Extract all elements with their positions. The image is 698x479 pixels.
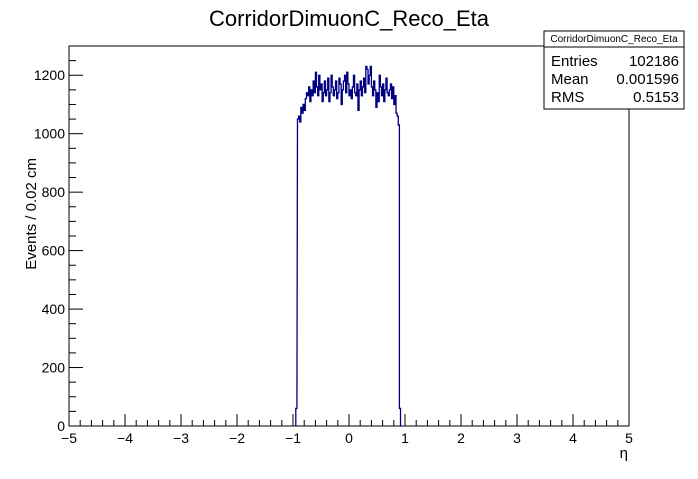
y-tick-label: 400 [42,301,66,317]
y-axis-tick-labels: 0 200 400 600 800 1000 1200 [34,67,65,434]
y-tick-label: 600 [42,243,66,259]
x-axis-ticks [68,414,630,426]
x-tick-label: 2 [457,430,465,446]
stats-rms-value: 0.5153 [633,89,679,106]
y-axis-ticks [69,45,83,427]
x-tick-label: 5 [625,430,633,446]
stats-rms-label: RMS [551,89,584,106]
y-axis-title: Events / 0.02 cm [23,158,40,270]
x-tick-label: 1 [401,430,409,446]
y-tick-label: 0 [57,418,65,434]
stats-entries-value: 102186 [629,53,679,70]
stats-mean-value: 0.001596 [616,71,679,88]
y-tick-label: 1000 [34,126,65,142]
chart-title: CorridorDimuonC_Reco_Eta [209,6,490,31]
x-tick-label: −5 [61,430,77,446]
x-tick-label: 4 [569,430,577,446]
y-tick-label: 800 [42,184,66,200]
x-tick-label: −2 [229,430,245,446]
x-tick-label: −3 [173,430,189,446]
stats-entries-label: Entries [551,53,598,70]
stats-mean-label: Mean [551,71,589,88]
x-axis-title: η [620,445,628,462]
x-tick-label: 0 [345,430,353,446]
y-tick-label: 200 [42,360,66,376]
y-tick-label: 1200 [34,67,65,83]
x-tick-label: −1 [285,430,301,446]
x-tick-label: 3 [513,430,521,446]
histogram-series-line [295,65,402,427]
stats-box: CorridorDimuonC_Reco_Eta Entries 102186 … [543,30,685,110]
stats-box-title: CorridorDimuonC_Reco_Eta [550,34,678,45]
x-axis-tick-labels: −5 −4 −3 −2 −1 0 1 2 3 4 5 [61,430,633,446]
stats-box-frame [543,30,685,110]
x-tick-label: −4 [117,430,133,446]
